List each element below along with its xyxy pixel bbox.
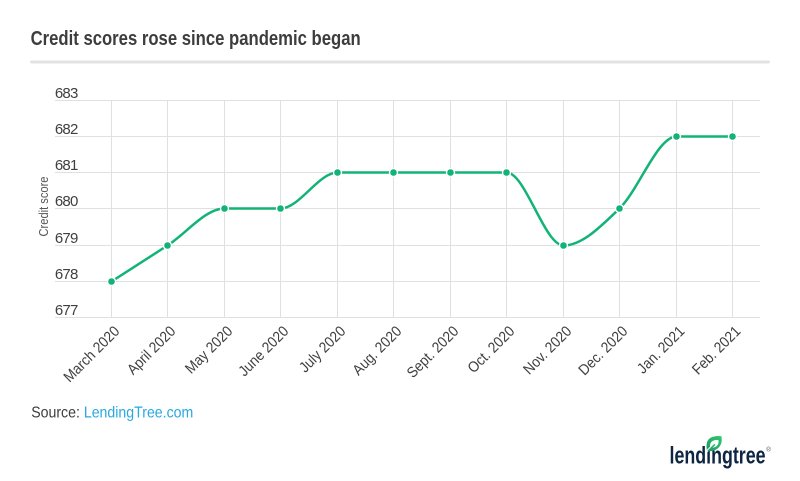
svg-text:Source: LendingTree.com: Source: LendingTree.com	[31, 405, 193, 422]
svg-text:677: 677	[55, 302, 78, 319]
svg-text:Credit scores rose since pande: Credit scores rose since pandemic began	[31, 26, 361, 49]
svg-text:682: 682	[55, 121, 78, 138]
svg-text:683: 683	[55, 85, 78, 102]
svg-text:679: 679	[55, 230, 78, 247]
svg-text:Credit score: Credit score	[36, 176, 51, 236]
svg-text:678: 678	[55, 266, 78, 283]
svg-text:680: 680	[55, 193, 78, 210]
svg-text:®: ®	[766, 447, 771, 454]
svg-text:681: 681	[55, 157, 78, 174]
